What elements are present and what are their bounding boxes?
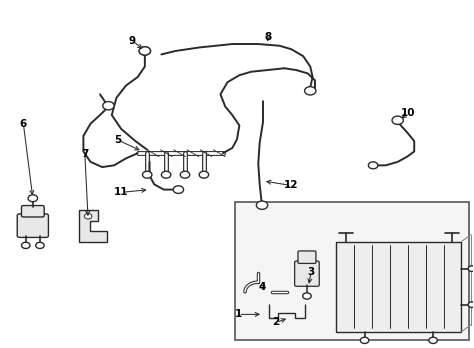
Circle shape (368, 162, 378, 169)
Circle shape (143, 171, 152, 178)
Circle shape (161, 171, 171, 178)
Bar (235, 202, 469, 340)
Circle shape (28, 195, 37, 202)
Circle shape (305, 87, 316, 95)
Circle shape (21, 242, 30, 248)
Text: 7: 7 (81, 149, 89, 159)
FancyBboxPatch shape (295, 261, 319, 286)
Circle shape (468, 302, 474, 307)
Text: 12: 12 (283, 181, 298, 190)
Text: 2: 2 (273, 317, 280, 327)
Circle shape (303, 293, 311, 299)
Circle shape (468, 266, 474, 271)
Circle shape (139, 47, 151, 55)
Circle shape (360, 337, 369, 343)
Text: 4: 4 (259, 282, 266, 292)
Text: 10: 10 (401, 108, 415, 118)
Text: 5: 5 (114, 135, 121, 145)
Circle shape (199, 171, 209, 178)
Circle shape (84, 214, 92, 219)
Circle shape (139, 47, 151, 55)
Text: 6: 6 (20, 119, 27, 129)
FancyBboxPatch shape (17, 214, 48, 237)
FancyBboxPatch shape (298, 251, 316, 263)
Circle shape (256, 201, 268, 209)
Circle shape (429, 337, 438, 343)
Text: 3: 3 (308, 267, 315, 277)
Text: 11: 11 (114, 187, 128, 197)
FancyBboxPatch shape (336, 242, 462, 332)
Text: 9: 9 (128, 35, 136, 46)
Polygon shape (79, 211, 107, 242)
Circle shape (173, 186, 183, 193)
Text: 8: 8 (264, 32, 271, 42)
Circle shape (103, 102, 114, 110)
Circle shape (36, 242, 44, 248)
Text: 1: 1 (235, 309, 242, 319)
FancyBboxPatch shape (21, 206, 44, 217)
Circle shape (392, 116, 403, 125)
Circle shape (180, 171, 190, 178)
